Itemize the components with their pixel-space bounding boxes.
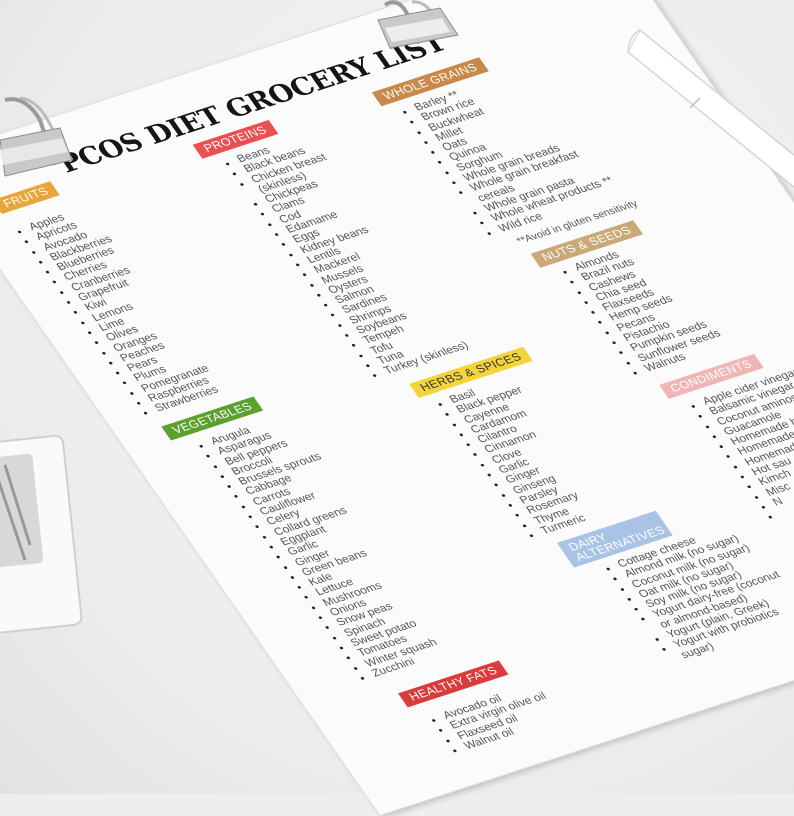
desk-tray xyxy=(0,434,83,636)
pen xyxy=(627,28,794,189)
binder-clip-top xyxy=(377,0,459,49)
binder-clip-left xyxy=(0,96,73,177)
decor-objects xyxy=(0,0,794,189)
